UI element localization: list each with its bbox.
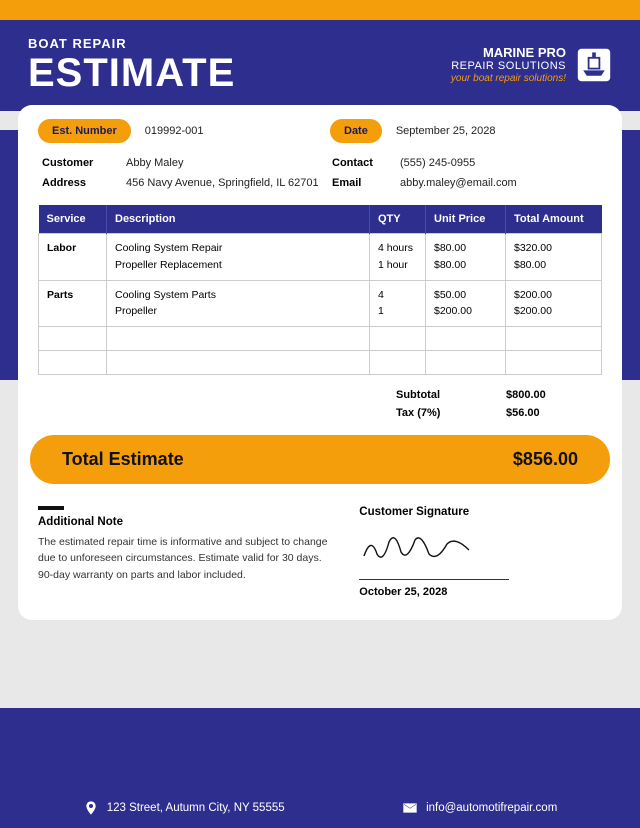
email-label: Email bbox=[332, 177, 392, 189]
cell-desc-line: Propeller bbox=[115, 305, 157, 317]
signature-title: Customer Signature bbox=[359, 506, 602, 518]
pill-row: Est. Number 019992-001 Date September 25… bbox=[38, 119, 602, 143]
footer-email-item: info@automotifrepair.com bbox=[402, 800, 557, 816]
envelope-icon bbox=[402, 800, 418, 816]
note-dash bbox=[38, 506, 64, 510]
table-row-empty bbox=[39, 351, 602, 375]
date-label: Date bbox=[330, 119, 382, 143]
cell-qty-line: 4 hours bbox=[378, 242, 413, 254]
cell-tot-line: $320.00 bbox=[514, 242, 552, 254]
col-qty: QTY bbox=[370, 205, 426, 234]
tax-value: $56.00 bbox=[506, 407, 596, 419]
email-value: abby.maley@email.com bbox=[400, 177, 598, 189]
note-title: Additional Note bbox=[38, 516, 329, 528]
cell-desc-line: Cooling System Repair bbox=[115, 242, 222, 254]
estimate-table: Service Description QTY Unit Price Total… bbox=[38, 205, 602, 375]
contact-label: Contact bbox=[332, 157, 392, 169]
customer-info-grid: Customer Abby Maley Contact (555) 245-09… bbox=[38, 157, 602, 189]
contact-value: (555) 245-0955 bbox=[400, 157, 598, 169]
est-number-value: 019992-001 bbox=[131, 125, 218, 137]
location-pin-icon bbox=[83, 800, 99, 816]
cell-tot-line: $80.00 bbox=[514, 259, 546, 271]
cell-qty-line: 4 bbox=[378, 289, 384, 301]
table-row: Labor Cooling System Repair Propeller Rep… bbox=[39, 234, 602, 281]
signature-column: Customer Signature October 25, 2028 bbox=[359, 506, 602, 598]
brand-tagline: your boat repair solutions! bbox=[451, 73, 566, 84]
brand-sub: REPAIR SOLUTIONS bbox=[451, 60, 566, 72]
col-total: Total Amount bbox=[506, 205, 602, 234]
table-row-empty bbox=[39, 327, 602, 351]
brand-name: MARINE PRO bbox=[451, 45, 566, 60]
table-header-row: Service Description QTY Unit Price Total… bbox=[39, 205, 602, 234]
signature-date: October 25, 2028 bbox=[359, 586, 602, 598]
cell-desc-line: Cooling System Parts bbox=[115, 289, 216, 301]
date-pill: Date September 25, 2028 bbox=[330, 119, 602, 143]
subtotal-value: $800.00 bbox=[506, 389, 596, 401]
footer-address-item: 123 Street, Autumn City, NY 55555 bbox=[83, 800, 285, 816]
cell-unit-price: $50.00 $200.00 bbox=[426, 280, 506, 327]
col-service: Service bbox=[39, 205, 107, 234]
top-accent-bar bbox=[0, 0, 640, 20]
address-label: Address bbox=[42, 177, 118, 189]
tax-label: Tax (7%) bbox=[396, 407, 490, 419]
col-description: Description bbox=[107, 205, 370, 234]
header: BOAT REPAIR ESTIMATE MARINE PRO REPAIR S… bbox=[0, 20, 640, 111]
cell-desc-line: Propeller Replacement bbox=[115, 259, 222, 271]
est-number-label: Est. Number bbox=[38, 119, 131, 143]
customer-value: Abby Maley bbox=[126, 157, 324, 169]
cell-qty-line: 1 bbox=[378, 305, 384, 317]
header-right: MARINE PRO REPAIR SOLUTIONS your boat re… bbox=[451, 45, 612, 84]
cell-desc: Cooling System Repair Propeller Replaceme… bbox=[107, 234, 370, 281]
cell-qty: 41 bbox=[370, 280, 426, 327]
cell-tot-line: $200.00 bbox=[514, 305, 552, 317]
cell-service: Parts bbox=[39, 280, 107, 327]
total-estimate-bar: Total Estimate $856.00 bbox=[30, 435, 610, 484]
customer-label: Customer bbox=[42, 157, 118, 169]
cell-tot-line: $200.00 bbox=[514, 289, 552, 301]
note-column: Additional Note The estimated repair tim… bbox=[38, 506, 329, 598]
cell-desc: Cooling System Parts Propeller bbox=[107, 280, 370, 327]
total-value: $856.00 bbox=[513, 449, 578, 470]
cell-up-line: $80.00 bbox=[434, 259, 466, 271]
cell-qty: 4 hours 1 hour bbox=[370, 234, 426, 281]
address-value: 456 Navy Avenue, Springfield, IL 62701 bbox=[126, 177, 324, 189]
footer-address: 123 Street, Autumn City, NY 55555 bbox=[107, 802, 285, 814]
header-title: ESTIMATE bbox=[28, 53, 235, 93]
subtotal-block: Subtotal $800.00 Tax (7%) $56.00 bbox=[396, 389, 596, 419]
est-number-pill: Est. Number 019992-001 bbox=[38, 119, 310, 143]
note-body: The estimated repair time is informative… bbox=[38, 534, 329, 583]
bottom-row: Additional Note The estimated repair tim… bbox=[38, 506, 602, 598]
cell-service: Labor bbox=[39, 234, 107, 281]
header-left: BOAT REPAIR ESTIMATE bbox=[28, 36, 235, 93]
cell-up-line: $200.00 bbox=[434, 305, 472, 317]
table-row: Parts Cooling System PartsPropeller 41 $… bbox=[39, 280, 602, 327]
boat-logo-icon bbox=[576, 47, 612, 83]
cell-qty-line: 1 hour bbox=[378, 259, 408, 271]
header-subtitle: BOAT REPAIR bbox=[28, 36, 235, 51]
brand-text: MARINE PRO REPAIR SOLUTIONS your boat re… bbox=[451, 45, 566, 84]
total-label: Total Estimate bbox=[62, 449, 184, 470]
cell-total: $200.00 $200.00 bbox=[506, 280, 602, 327]
cell-unit-price: $80.00 $80.00 bbox=[426, 234, 506, 281]
cell-up-line: $50.00 bbox=[434, 289, 466, 301]
col-unit-price: Unit Price bbox=[426, 205, 506, 234]
estimate-card: Est. Number 019992-001 Date September 25… bbox=[18, 105, 622, 620]
footer-email: info@automotifrepair.com bbox=[426, 802, 557, 814]
cell-up-line: $80.00 bbox=[434, 242, 466, 254]
signature-line bbox=[359, 579, 509, 580]
signature-scribble-icon bbox=[359, 528, 479, 568]
cell-total: $320.00 $80.00 bbox=[506, 234, 602, 281]
date-value: September 25, 2028 bbox=[382, 125, 510, 137]
subtotal-label: Subtotal bbox=[396, 389, 490, 401]
footer: 123 Street, Autumn City, NY 55555 info@a… bbox=[0, 788, 640, 828]
